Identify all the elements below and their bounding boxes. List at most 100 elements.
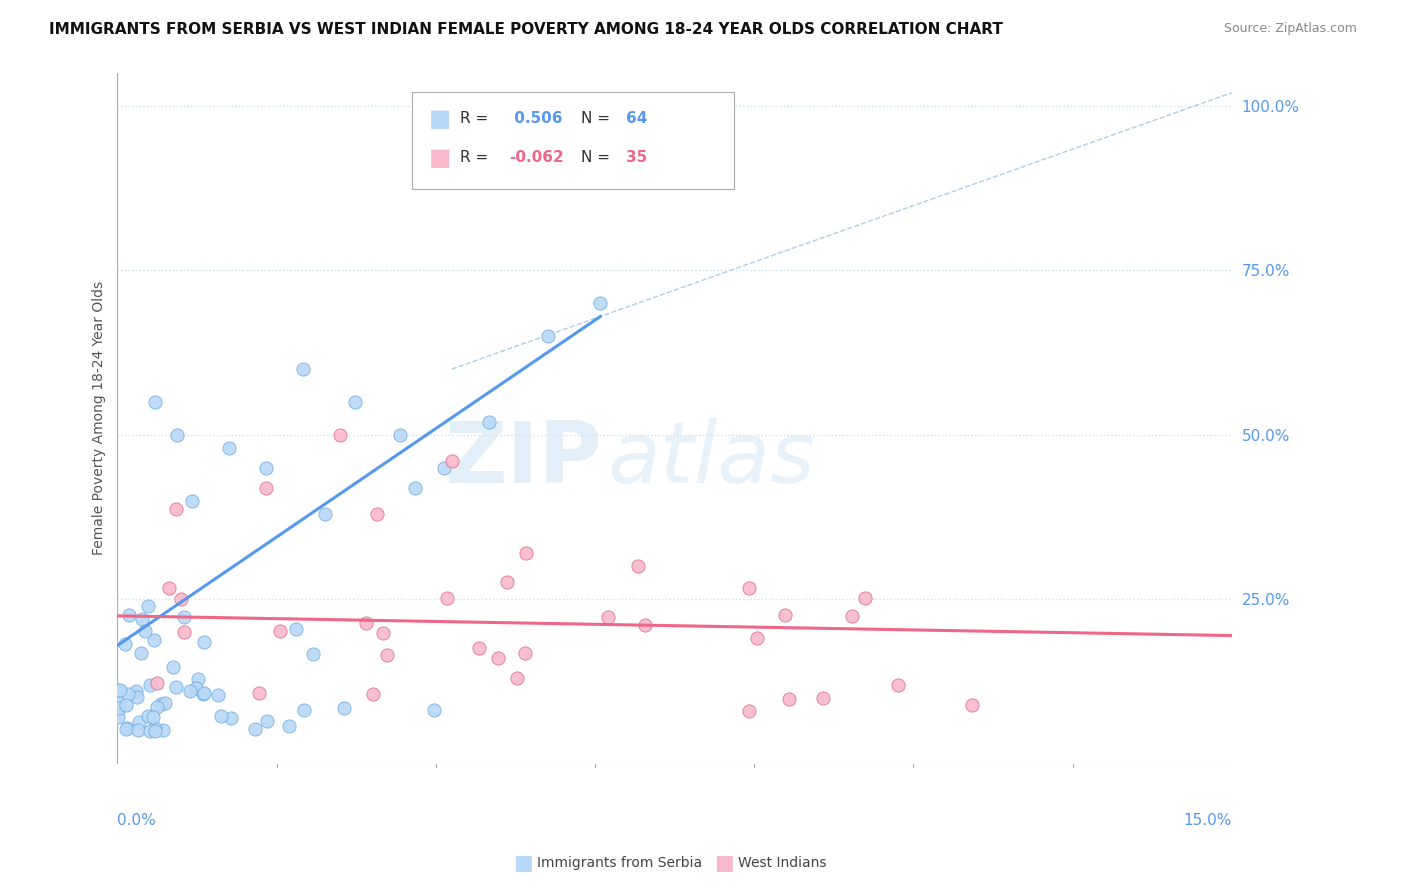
Point [184,681,207,695]
Point [107,701,129,715]
Text: ■: ■ [513,854,533,873]
Point [506,672,529,686]
Point [127,723,149,737]
Point [173,609,195,624]
Point [129,646,152,660]
Point [886,678,908,692]
Point [841,608,863,623]
Point [107,683,129,698]
Point [269,624,291,639]
Point [468,640,491,655]
Point [537,329,560,343]
Point [488,650,510,665]
Point [165,680,187,694]
Point [478,415,501,429]
Text: ■: ■ [429,146,451,169]
Point [433,460,456,475]
Point [143,721,166,735]
Point [329,428,352,442]
Text: R =: R = [460,112,494,126]
Point [124,684,146,698]
Point [153,696,176,710]
Point [142,710,165,724]
Point [134,624,156,639]
Point [292,362,315,376]
Point [356,615,378,630]
Y-axis label: Female Poverty Among 18-24 Year Olds: Female Poverty Among 18-24 Year Olds [93,281,107,556]
Point [333,700,356,714]
Point [107,710,129,724]
Text: West Indians: West Indians [738,856,827,871]
Point [423,703,446,717]
Point [146,699,169,714]
Point [344,395,367,409]
Text: 0.0%: 0.0% [118,814,156,829]
Point [363,687,385,701]
Point [436,591,458,605]
Point [243,722,266,736]
Point [813,691,835,706]
Point [150,697,173,711]
Point [152,723,174,737]
Point [108,683,131,698]
Point [117,687,139,701]
Point [114,637,136,651]
Point [143,395,166,409]
Point [747,631,769,645]
Point [254,460,277,475]
Point [136,599,159,614]
Point [634,618,657,632]
Point [515,546,537,560]
Point [138,708,160,723]
Text: 64: 64 [626,112,647,126]
Point [314,507,336,521]
Text: N =: N = [581,112,614,126]
Point [193,688,215,702]
Point [127,690,149,705]
Text: ■: ■ [714,854,734,873]
Point [173,625,195,640]
Text: Source: ZipAtlas.com: Source: ZipAtlas.com [1223,22,1357,36]
Point [179,684,201,698]
Point [738,581,761,595]
Point [218,441,240,455]
Point [180,493,202,508]
Point [589,296,612,310]
Point [778,691,800,706]
Point [598,609,620,624]
Point [139,678,162,692]
Point [131,612,153,626]
Point [143,723,166,738]
Point [440,454,463,468]
Text: atlas: atlas [607,418,815,501]
Point [388,428,411,442]
Point [117,721,139,735]
Point [366,507,388,521]
Point [128,714,150,729]
Point [118,608,141,623]
Point [738,704,761,718]
Point [157,581,180,595]
Point [166,428,188,442]
Point [278,719,301,733]
Point [373,626,395,640]
Text: ■: ■ [429,107,451,130]
Text: 35: 35 [626,151,647,165]
Point [775,608,797,623]
Text: -0.062: -0.062 [509,151,564,165]
Text: 0.506: 0.506 [509,112,562,126]
Point [254,481,277,495]
Point [404,481,426,495]
Point [207,688,229,702]
Point [209,708,232,723]
Point [145,675,167,690]
Text: 15.0%: 15.0% [1184,814,1232,829]
Text: ZIP: ZIP [444,418,602,501]
Point [375,648,398,662]
Point [247,686,270,700]
Point [193,635,215,649]
Text: R =: R = [460,151,494,165]
Point [221,711,243,725]
Point [960,698,983,712]
Point [513,646,536,660]
